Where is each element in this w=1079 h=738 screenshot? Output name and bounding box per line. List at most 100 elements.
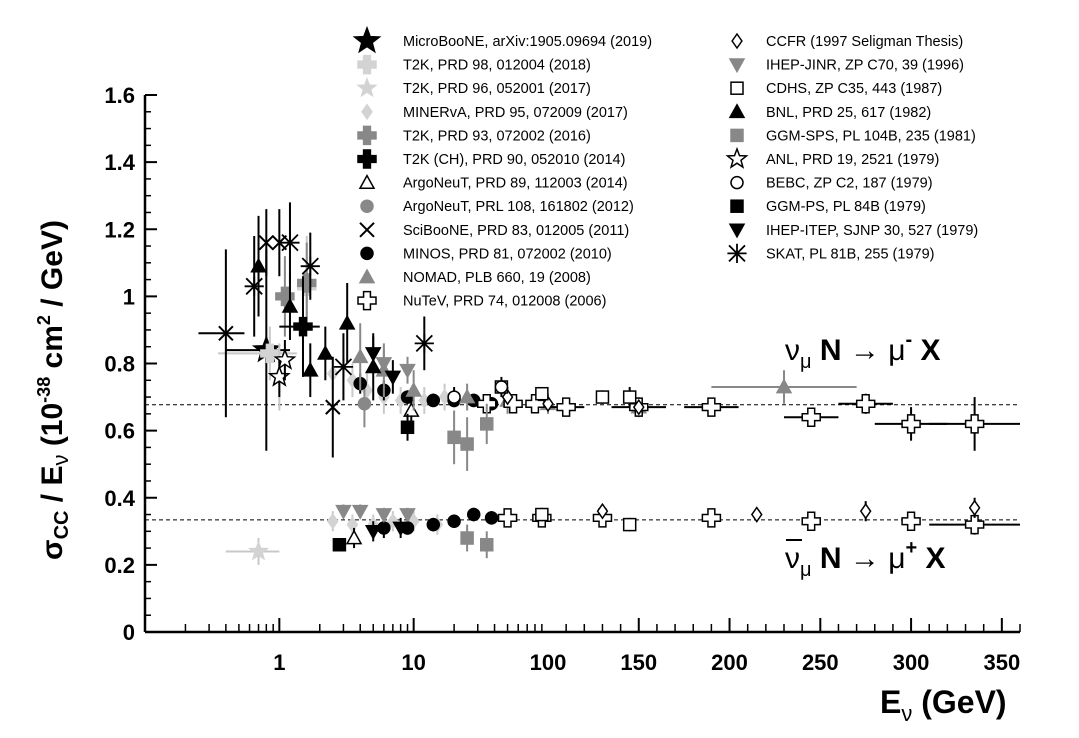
legend: MicroBooNE, arXiv:1905.09694 (2019) T2K, …	[352, 25, 978, 311]
data-point	[622, 517, 637, 532]
legend-label: SKAT, PL 81B, 255 (1979)	[766, 246, 934, 262]
data-point	[399, 363, 416, 379]
data-point	[244, 276, 264, 296]
legend-marker	[356, 77, 378, 98]
series-16	[447, 403, 494, 559]
legend-label: BNL, PRD 25, 617 (1982)	[766, 105, 931, 121]
legend-marker	[727, 243, 747, 263]
data-point	[480, 417, 494, 431]
legend-marker	[358, 174, 376, 189]
legend-label: IHEP-ITEP, SJNP 30, 527 (1979)	[766, 223, 978, 239]
series-18	[447, 376, 509, 408]
data-point	[346, 516, 359, 533]
data-point	[271, 234, 288, 251]
legend-label: MINOS, PRD 81, 072002 (2010)	[403, 246, 612, 262]
legend-marker	[357, 125, 377, 146]
data-point	[701, 508, 722, 528]
y-tick-label: 0.6	[104, 419, 135, 444]
data-point	[403, 401, 420, 417]
data-point	[335, 504, 352, 520]
x-tick-label: 1	[273, 650, 285, 675]
data-point	[466, 507, 481, 522]
data-point	[218, 325, 234, 342]
series-19	[332, 413, 415, 552]
data-point	[392, 521, 409, 537]
x-tick-label: 150	[620, 650, 657, 675]
y-tick-label: 0.2	[104, 553, 135, 578]
data-point	[333, 357, 354, 377]
x-tick-label: 250	[802, 650, 839, 675]
series-21	[244, 202, 434, 401]
legend-marker	[730, 199, 744, 213]
y-tick-label: 0.8	[104, 352, 135, 377]
data-point	[302, 361, 319, 377]
data-point	[964, 514, 985, 535]
data-point	[556, 397, 576, 417]
data-point	[400, 420, 415, 435]
legend-label: CDHS, ZP C35, 443 (1987)	[766, 81, 942, 97]
data-point	[426, 517, 441, 532]
reference-lines	[145, 404, 1020, 521]
data-point	[351, 504, 369, 520]
data-point	[325, 399, 341, 415]
legend-label: IHEP-JINR, ZP C70, 39 (1996)	[766, 58, 964, 74]
data-point	[281, 297, 299, 313]
x-tick-label: 350	[983, 650, 1020, 675]
legend-label: MINERvA, PRD 95, 072009 (2017)	[403, 105, 628, 121]
x-tick-label: 100	[530, 650, 567, 675]
series-8	[198, 209, 341, 458]
data-point	[447, 514, 461, 528]
data-point	[801, 407, 821, 427]
y-tick-label: 0.4	[104, 486, 135, 511]
neutrino-annotation: νμ N → μ- X	[785, 329, 941, 373]
data-point	[460, 531, 474, 545]
data-point	[414, 333, 434, 353]
legend-label: MicroBooNE, arXiv:1905.09694 (2019)	[403, 34, 652, 50]
data-point	[480, 537, 494, 552]
data-point	[855, 394, 876, 414]
data-point	[901, 414, 921, 434]
data-point	[968, 499, 981, 517]
data-point	[364, 347, 382, 362]
legend-label: T2K (CH), PRD 90, 052010 (2014)	[403, 152, 625, 168]
x-tick-label: 300	[893, 650, 930, 675]
data-point	[458, 388, 476, 404]
data-point	[596, 502, 609, 520]
data-point	[273, 347, 297, 370]
series-20	[364, 336, 409, 542]
x-tick-label: 10	[401, 650, 425, 675]
legend-marker	[357, 290, 377, 311]
axes: 0 0.2 0.4 0.6 0.8 1 1.2 1.4 1.6 1 10 100 150 200 250 30…	[104, 83, 1021, 675]
legend-label: GGM-SPS, PL 104B, 235 (1981)	[766, 128, 976, 144]
data-point	[317, 344, 334, 360]
data-point	[859, 502, 872, 520]
legend-marker	[728, 223, 746, 239]
legend-marker	[730, 175, 744, 190]
data-point	[494, 380, 509, 394]
data-point	[750, 506, 763, 523]
series-11	[477, 393, 1020, 535]
data-point	[375, 357, 393, 373]
data-point	[964, 414, 985, 434]
x-axis-label: Eν (GeV)	[880, 684, 1007, 726]
data-point	[622, 390, 637, 404]
x-tick-label: 200	[711, 650, 748, 675]
data-point	[595, 390, 610, 404]
data-point	[346, 371, 359, 389]
legend-marker	[730, 81, 744, 95]
data-point	[701, 397, 722, 417]
legend-marker	[728, 103, 746, 119]
data-point	[293, 316, 313, 337]
legend-marker	[352, 25, 382, 54]
data-point	[901, 511, 921, 531]
data-point	[357, 397, 372, 411]
data-point	[535, 507, 549, 522]
y-axis-label: σCC / Eν (10-38 cm2 / GeV)	[34, 220, 73, 560]
data-point	[399, 508, 416, 524]
data-point	[351, 348, 369, 364]
series-5	[279, 276, 320, 377]
legend-marker	[359, 222, 375, 238]
data-point	[338, 314, 356, 330]
legend-label: T2K, PRD 98, 012004 (2018)	[403, 58, 591, 74]
data-point	[501, 388, 514, 406]
